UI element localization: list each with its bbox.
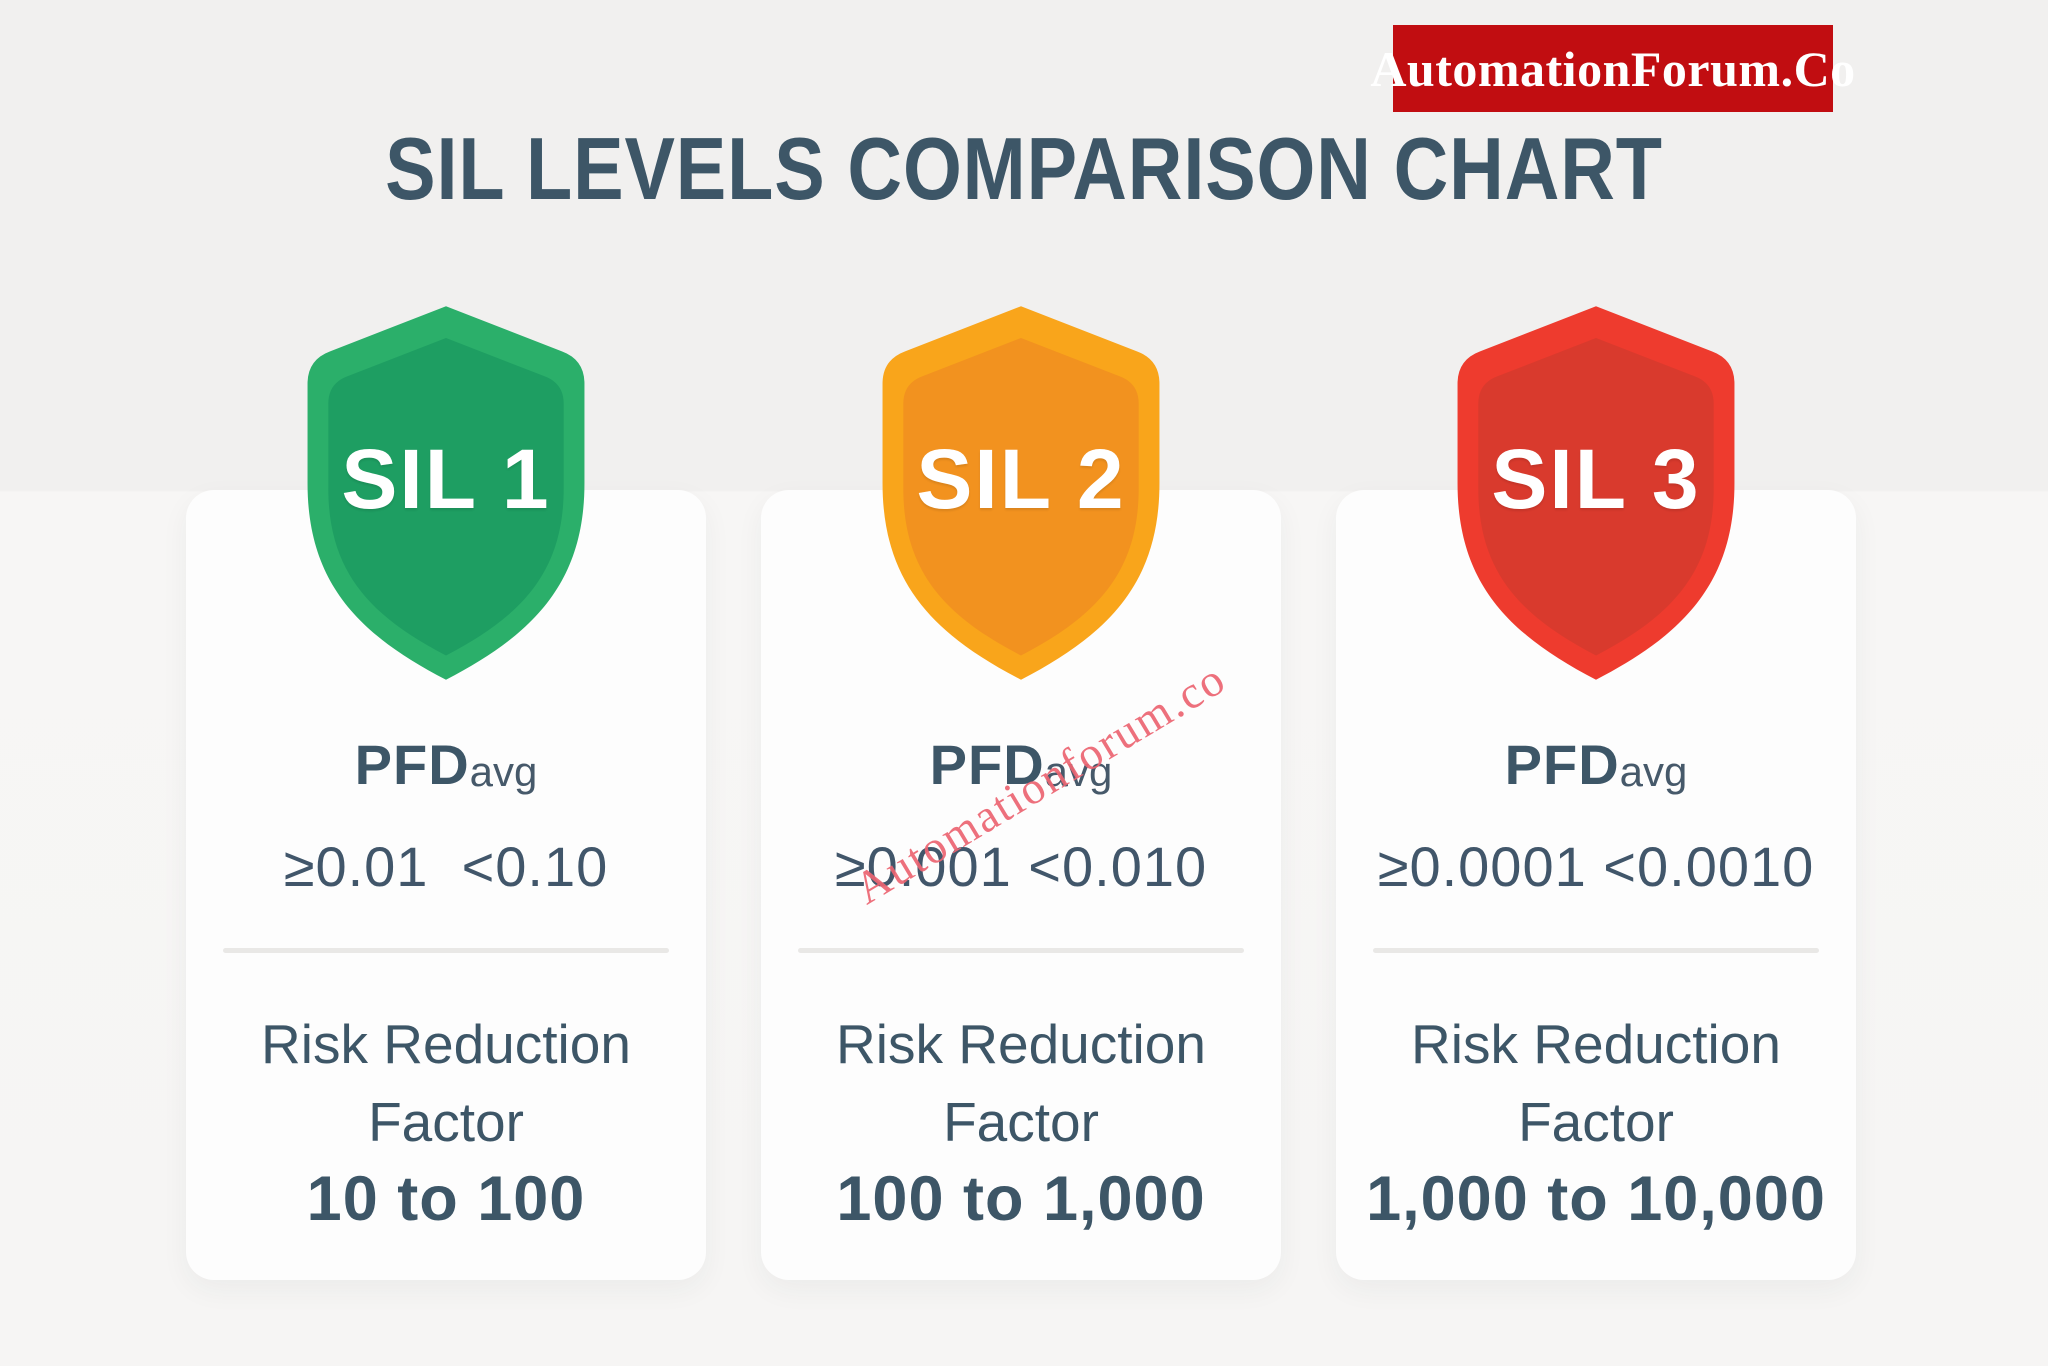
card-divider (798, 948, 1244, 953)
sil3-pfd-label: PFDavg (1336, 733, 1856, 812)
sil1-pfd-label: PFDavg (186, 733, 706, 812)
brand-logo-text: AutomationForum.Co (1370, 40, 1856, 97)
pfd-label-main: PFD (929, 733, 1045, 796)
card-divider (1373, 948, 1819, 953)
sil2-level-label: SIL 2 (916, 432, 1126, 526)
sil3-card: SIL 3 PFDavg ≥0.0001 <0.0010 Risk Reduct… (1336, 306, 1856, 1280)
shield-inner-shape (1478, 337, 1714, 656)
rrf-label-line1: Risk Reduction (836, 1013, 1206, 1075)
sil1-pfd-range: ≥0.01 <0.10 (283, 835, 609, 898)
shield-icon (882, 306, 1160, 680)
rrf-label-line1: Risk Reduction (1411, 1013, 1781, 1075)
page-title: SIL LEVELS COMPARISON CHART (385, 119, 1663, 218)
shield-icon (1457, 306, 1735, 680)
brand-logo: AutomationForum.Co (1370, 25, 1855, 112)
card-divider (223, 948, 669, 953)
pfd-label-sub: avg (1044, 748, 1113, 795)
pfd-label-sub: avg (1619, 748, 1688, 795)
pfd-label-main: PFD (354, 733, 470, 796)
rrf-label-line2: Factor (943, 1091, 1099, 1153)
pfd-label-sub: avg (469, 748, 538, 795)
sil3-rrf-label: Risk Reduction Factor (1336, 1005, 1856, 1161)
sil2-rrf-label: Risk Reduction Factor (761, 1005, 1281, 1161)
pfd-label-main: PFD (1504, 733, 1620, 796)
shield-inner-shape (903, 337, 1139, 656)
shield-icon (307, 306, 585, 680)
rrf-label-line1: Risk Reduction (261, 1013, 631, 1075)
sil1-rrf-label: Risk Reduction Factor (186, 1005, 706, 1161)
sil3-level-label: SIL 3 (1491, 432, 1701, 526)
sil1-rrf-value: 10 to 100 (306, 1164, 586, 1234)
sil2-card: SIL 2 PFDavg ≥0.001 <0.010 Risk Reductio… (761, 306, 1281, 1280)
sil3-rrf-value: 1,000 to 10,000 (1366, 1164, 1826, 1234)
sil1-card: SIL 1 PFDavg ≥0.01 <0.10 Risk Reduction … (186, 306, 706, 1280)
rrf-label-line2: Factor (1518, 1091, 1674, 1153)
sil1-level-label: SIL 1 (341, 432, 551, 526)
sil2-rrf-value: 100 to 1,000 (836, 1164, 1206, 1234)
sil2-pfd-range: ≥0.001 <0.010 (834, 835, 1208, 898)
shield-inner-shape (328, 337, 564, 656)
sil3-pfd-range: ≥0.0001 <0.0010 (1377, 835, 1815, 898)
sil2-pfd-label: PFDavg (761, 733, 1281, 812)
rrf-label-line2: Factor (368, 1091, 524, 1153)
